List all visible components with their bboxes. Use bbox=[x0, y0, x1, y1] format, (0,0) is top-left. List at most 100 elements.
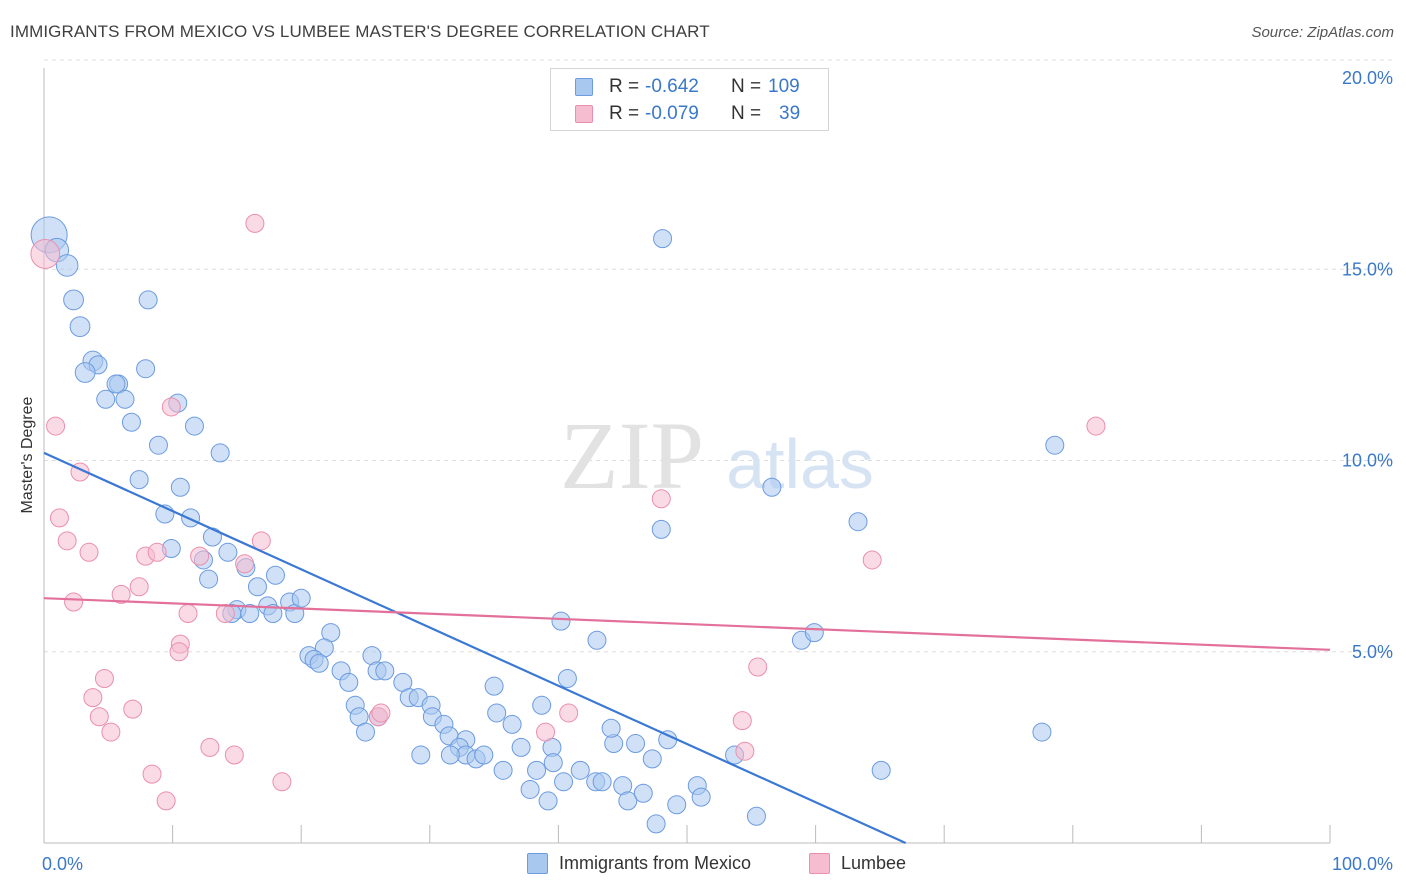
point-lumbee[interactable] bbox=[161, 397, 181, 417]
point-mexico[interactable] bbox=[626, 734, 646, 754]
point-mexico[interactable] bbox=[667, 795, 687, 815]
point-mexico[interactable] bbox=[601, 718, 621, 738]
point-lumbee[interactable] bbox=[178, 604, 198, 623]
point-mexico[interactable] bbox=[138, 290, 158, 310]
point-mexico[interactable] bbox=[570, 760, 590, 780]
point-mexico[interactable] bbox=[210, 443, 230, 463]
point-mexico[interactable] bbox=[291, 588, 311, 608]
point-mexico[interactable] bbox=[804, 623, 824, 643]
point-lumbee[interactable] bbox=[862, 550, 882, 570]
point-lumbee[interactable] bbox=[169, 642, 189, 662]
point-mexico[interactable] bbox=[691, 787, 711, 807]
point-mexico[interactable] bbox=[762, 477, 782, 497]
point-mexico[interactable] bbox=[557, 669, 577, 689]
point-lumbee[interactable] bbox=[156, 791, 176, 811]
point-mexico[interactable] bbox=[651, 519, 671, 539]
point-mexico[interactable] bbox=[63, 289, 84, 311]
point-lumbee[interactable] bbox=[190, 546, 210, 566]
point-mexico[interactable] bbox=[74, 362, 96, 383]
point-mexico[interactable] bbox=[484, 676, 504, 696]
point-mexico[interactable] bbox=[1045, 435, 1065, 455]
point-mexico[interactable] bbox=[375, 661, 395, 681]
point-mexico[interactable] bbox=[411, 745, 431, 765]
point-mexico[interactable] bbox=[493, 760, 513, 780]
point-mexico[interactable] bbox=[592, 772, 612, 792]
point-mexico[interactable] bbox=[587, 630, 607, 650]
point-mexico[interactable] bbox=[538, 791, 558, 811]
point-mexico[interactable] bbox=[199, 569, 219, 589]
point-mexico[interactable] bbox=[240, 604, 260, 623]
point-lumbee[interactable] bbox=[224, 745, 244, 765]
point-mexico[interactable] bbox=[184, 416, 204, 436]
point-mexico[interactable] bbox=[181, 508, 201, 528]
point-mexico[interactable] bbox=[148, 435, 168, 455]
point-mexico[interactable] bbox=[170, 477, 190, 497]
point-mexico[interactable] bbox=[1032, 722, 1052, 742]
point-mexico[interactable] bbox=[339, 672, 359, 692]
point-lumbee[interactable] bbox=[30, 239, 61, 269]
point-lumbee[interactable] bbox=[49, 508, 69, 528]
point-mexico[interactable] bbox=[247, 577, 267, 597]
point-mexico[interactable] bbox=[871, 760, 891, 780]
point-lumbee[interactable] bbox=[79, 542, 99, 562]
point-mexico[interactable] bbox=[653, 229, 673, 249]
point-lumbee[interactable] bbox=[83, 688, 103, 708]
point-lumbee[interactable] bbox=[94, 669, 114, 689]
point-lumbee[interactable] bbox=[235, 554, 255, 574]
point-mexico[interactable] bbox=[520, 779, 540, 799]
point-mexico[interactable] bbox=[136, 359, 156, 379]
point-mexico[interactable] bbox=[218, 542, 238, 562]
point-mexico[interactable] bbox=[848, 512, 868, 532]
point-lumbee[interactable] bbox=[651, 489, 671, 509]
point-mexico[interactable] bbox=[69, 316, 91, 338]
point-lumbee[interactable] bbox=[111, 584, 131, 604]
point-lumbee[interactable] bbox=[147, 542, 167, 562]
point-mexico[interactable] bbox=[129, 470, 149, 490]
point-lumbee[interactable] bbox=[142, 764, 162, 784]
point-mexico[interactable] bbox=[487, 703, 507, 723]
point-mexico[interactable] bbox=[551, 611, 571, 631]
point-mexico[interactable] bbox=[474, 745, 494, 765]
point-mexico[interactable] bbox=[527, 760, 547, 780]
point-mexico[interactable] bbox=[746, 806, 766, 826]
point-mexico[interactable] bbox=[263, 604, 283, 623]
point-mexico[interactable] bbox=[554, 772, 574, 792]
point-mexico[interactable] bbox=[356, 722, 375, 742]
point-lumbee[interactable] bbox=[748, 657, 768, 677]
point-lumbee[interactable] bbox=[732, 711, 752, 731]
point-lumbee[interactable] bbox=[1086, 416, 1106, 436]
point-lumbee[interactable] bbox=[536, 722, 556, 742]
point-lumbee[interactable] bbox=[200, 737, 220, 757]
point-mexico[interactable] bbox=[309, 653, 329, 673]
point-mexico[interactable] bbox=[646, 814, 666, 834]
point-mexico[interactable] bbox=[440, 745, 460, 765]
point-mexico[interactable] bbox=[502, 714, 522, 734]
point-mexico[interactable] bbox=[618, 791, 638, 811]
point-lumbee[interactable] bbox=[245, 213, 265, 233]
point-mexico[interactable] bbox=[121, 412, 141, 432]
point-mexico[interactable] bbox=[511, 737, 531, 757]
point-mexico[interactable] bbox=[543, 753, 563, 773]
point-mexico[interactable] bbox=[642, 749, 662, 769]
point-lumbee[interactable] bbox=[123, 699, 143, 719]
point-lumbee[interactable] bbox=[735, 741, 755, 761]
point-mexico[interactable] bbox=[96, 389, 116, 409]
point-lumbee[interactable] bbox=[57, 531, 77, 551]
point-lumbee[interactable] bbox=[129, 577, 149, 597]
point-lumbee[interactable] bbox=[46, 416, 66, 436]
point-mexico[interactable] bbox=[202, 527, 222, 547]
point-lumbee[interactable] bbox=[272, 772, 292, 792]
point-lumbee[interactable] bbox=[215, 604, 235, 623]
point-mexico[interactable] bbox=[106, 374, 126, 394]
point-mexico[interactable] bbox=[532, 695, 552, 715]
point-mexico[interactable] bbox=[633, 783, 653, 803]
point-lumbee[interactable] bbox=[64, 592, 84, 612]
point-lumbee[interactable] bbox=[251, 531, 271, 551]
point-mexico[interactable] bbox=[55, 254, 79, 277]
point-lumbee[interactable] bbox=[101, 722, 121, 742]
point-mexico[interactable] bbox=[115, 389, 135, 409]
point-lumbee[interactable] bbox=[559, 703, 579, 723]
point-mexico[interactable] bbox=[265, 565, 285, 585]
point-lumbee[interactable] bbox=[371, 703, 391, 723]
point-lumbee[interactable] bbox=[89, 707, 109, 727]
